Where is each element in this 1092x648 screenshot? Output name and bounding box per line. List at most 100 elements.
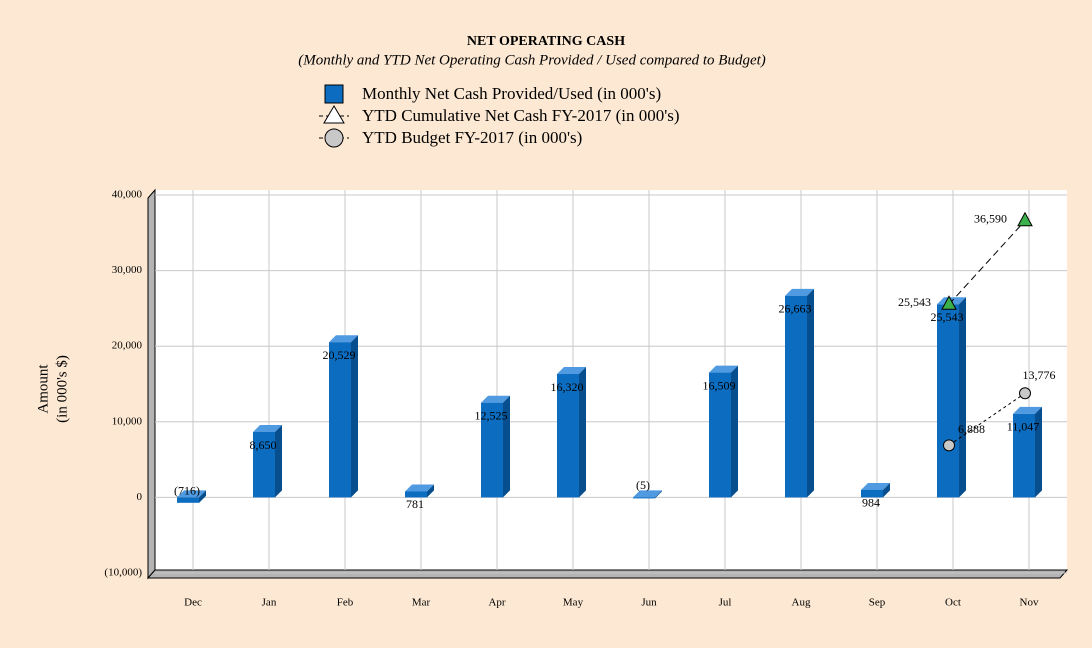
bar [1013,406,1042,498]
bar-front [329,342,351,498]
legend-marker [323,105,345,124]
data-label: 20,529 [323,348,356,362]
y-tick-label: (10,000) [104,567,142,579]
bar-front [937,304,959,498]
bar [405,484,434,498]
bar [709,365,738,498]
y-axis-label: (in 000's $) [54,355,70,423]
y-tick-label: 20,000 [112,340,143,352]
data-label: 25,543 [931,310,964,324]
y-tick-label: 30,000 [112,264,143,276]
bar-side [883,482,890,498]
bar-front [709,372,731,498]
data-label: 36,590 [974,212,1007,226]
bar-top [709,365,738,373]
bar [785,288,814,498]
legend-label: Monthly Net Cash Provided/Used (in 000's… [362,84,661,103]
legend-swatch [324,84,344,104]
bar-front [1013,413,1035,498]
bar-front [177,497,199,503]
bar-front [481,402,503,498]
y-tick-label: 10,000 [112,415,143,427]
bar-top [633,490,662,498]
bar-top [177,490,206,498]
plot-left-wall [147,188,156,580]
bar-side [199,490,206,503]
triangle-marker [1017,211,1033,227]
x-tick-label: Oct [945,597,961,609]
bar-side [351,335,358,498]
data-label: 781 [406,497,424,511]
circle-marker [943,439,955,452]
bar-side [959,297,966,498]
bar-top [1013,406,1042,414]
bar-front [633,497,655,499]
data-label: 13,776 [1023,368,1056,382]
x-tick-label: Apr [488,597,505,609]
y-tick-label: 40,000 [112,189,143,201]
bar [633,490,662,499]
bar-top [405,484,434,492]
bar [481,395,510,498]
x-tick-label: Mar [412,597,431,609]
x-tick-label: Sep [869,597,886,609]
bar-front [405,491,427,498]
y-tick-label: 0 [137,491,143,503]
data-label: 11,047 [1007,420,1040,434]
bar-side [275,425,282,498]
bar-side [655,490,662,499]
bar-side [427,484,434,498]
x-tick-label: Aug [792,597,811,609]
bar-top [329,335,358,343]
bar-top [785,288,814,296]
plot-floor [146,569,1069,579]
bar [329,335,358,498]
plot-back-wall [155,190,1067,570]
bar-side [1035,406,1042,498]
bar-side [807,288,814,498]
x-tick-label: May [563,597,584,609]
data-label: (5) [636,478,650,492]
data-label: 16,320 [551,380,584,394]
bar-front [557,374,579,498]
line [948,220,1026,305]
data-label: 12,525 [475,408,508,422]
data-label: 6,888 [958,422,985,436]
data-label: 26,663 [779,302,812,316]
circle-marker [1019,387,1031,400]
bar-top [253,425,282,433]
bar-side [503,395,510,498]
data-label: (716) [174,484,200,498]
bar [937,297,966,498]
chart-title: NET OPERATING CASH [467,34,625,49]
x-tick-label: Jun [641,597,657,609]
chart-subtitle: (Monthly and YTD Net Operating Cash Prov… [298,52,766,68]
bar-side [579,367,586,498]
data-label: 25,543 [898,295,931,309]
bar [253,425,282,498]
bar-top [557,367,586,375]
x-tick-label: Jul [719,597,732,609]
bar-front [253,432,275,498]
legend-label: YTD Budget FY-2017 (in 000's) [362,128,582,147]
bar [177,490,206,503]
bar [861,482,890,498]
bar-side [731,365,738,498]
y-axis-label: Amount [35,364,51,414]
x-tick-label: Nov [1020,597,1039,609]
legend-marker [324,128,344,148]
bar-top [481,395,510,403]
data-label: 984 [862,496,880,510]
data-label: 16,509 [703,378,736,392]
x-tick-label: Jan [262,597,277,609]
data-label: 8,650 [250,438,277,452]
x-tick-label: Dec [184,597,202,609]
bar-front [861,489,883,498]
bar-front [785,295,807,498]
bar-top [861,482,890,490]
triangle-marker [941,295,957,310]
bar [557,367,586,498]
x-tick-label: Feb [337,597,354,609]
legend-label: YTD Cumulative Net Cash FY-2017 (in 000'… [362,106,680,125]
